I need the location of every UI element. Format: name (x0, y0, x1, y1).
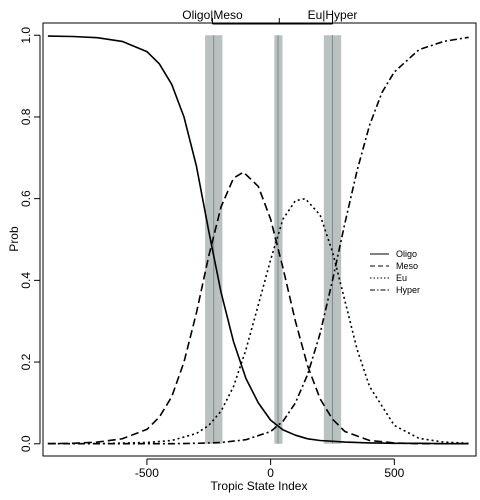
series-line-eu (47, 197, 469, 445)
y-tick-label: 0.0 (19, 435, 33, 452)
top-axis: Oligo|Meso Eu|Hyper (182, 8, 358, 25)
y-tick-label: 1.0 (19, 27, 33, 44)
top-tick-label: Eu|Hyper (308, 8, 358, 22)
y-tick-label: 0.2 (19, 353, 33, 370)
x-tick-label: 500 (384, 466, 404, 480)
series-line-hyper (47, 36, 469, 445)
x-axis: -500 0 500 (135, 458, 405, 480)
legend: Oligo Meso Eu Hyper (370, 249, 420, 295)
legend-label-eu: Eu (396, 273, 407, 283)
y-axis: 0.0 0.2 0.4 0.6 0.8 1.0 (19, 27, 41, 452)
y-axis-title: Prob (7, 226, 21, 252)
plot-frame (42, 22, 477, 457)
y-tick-label: 0.4 (19, 272, 33, 289)
threshold-bands (205, 35, 342, 444)
y-tick-label: 0.6 (19, 190, 33, 207)
x-tick-label: -500 (135, 466, 159, 480)
x-axis-title: Tropic State Index (211, 479, 308, 493)
series-line-meso (47, 171, 469, 445)
series-lines (47, 35, 469, 445)
legend-label-meso: Meso (396, 261, 418, 271)
top-tick-label: Oligo|Meso (182, 8, 243, 22)
legend-label-hyper: Hyper (396, 285, 420, 295)
y-tick-label: 0.8 (19, 108, 33, 125)
series-line-oligo (47, 35, 469, 445)
x-tick-label: 0 (267, 466, 274, 480)
legend-label-oligo: Oligo (396, 249, 417, 259)
